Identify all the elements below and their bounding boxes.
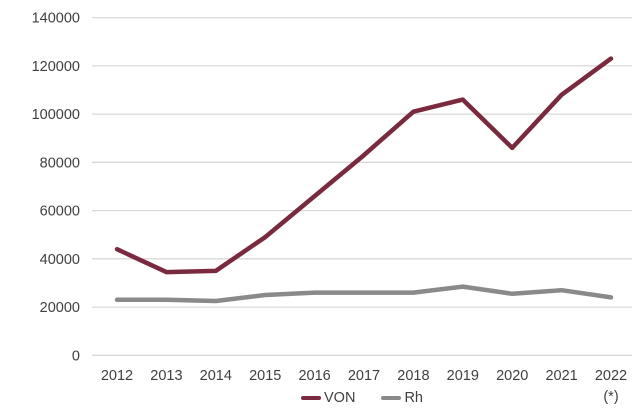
y-axis-tick-label: 120000 <box>32 59 80 75</box>
x-axis-tick-label: 2016 <box>298 368 330 384</box>
x-axis-tick-label: 2015 <box>249 368 281 384</box>
legend-label-rh: Rh <box>404 389 423 406</box>
x-axis-tick-label: 2019 <box>447 368 479 384</box>
x-axis-tick-label: 2017 <box>348 368 380 384</box>
chart-legend: VON Rh <box>92 389 632 407</box>
x-axis-tick-label: 2020 <box>496 368 528 384</box>
legend-label-von: VON <box>324 389 356 406</box>
x-axis-tick-label: 2012 <box>101 368 133 384</box>
von-line-marker <box>301 395 322 401</box>
x-axis-tick-label: 2013 <box>150 368 182 384</box>
y-axis-tick-label: 40000 <box>40 252 80 268</box>
y-axis-tick-label: 80000 <box>40 155 80 171</box>
x-axis-tick-label: 2021 <box>545 368 577 384</box>
y-axis-tick-label: 100000 <box>32 107 80 123</box>
y-axis-tick-label: 140000 <box>32 11 80 27</box>
legend-item-von: VON <box>301 391 355 406</box>
y-axis-tick-label: 60000 <box>40 204 80 220</box>
legend-item-rh: Rh <box>381 391 423 406</box>
y-axis-tick-label: 0 <box>72 348 80 364</box>
x-axis-tick-label: 2018 <box>397 368 429 384</box>
y-axis-tick-label: 20000 <box>40 300 80 316</box>
rh-series-line <box>114 284 614 304</box>
x-axis-tick-label: 2014 <box>200 368 232 384</box>
x-axis-footnote-marker: (*) <box>603 389 618 405</box>
x-axis-tick-label: 2022 <box>595 368 627 384</box>
rh-line-marker <box>381 395 402 401</box>
von-series-line <box>114 56 614 275</box>
